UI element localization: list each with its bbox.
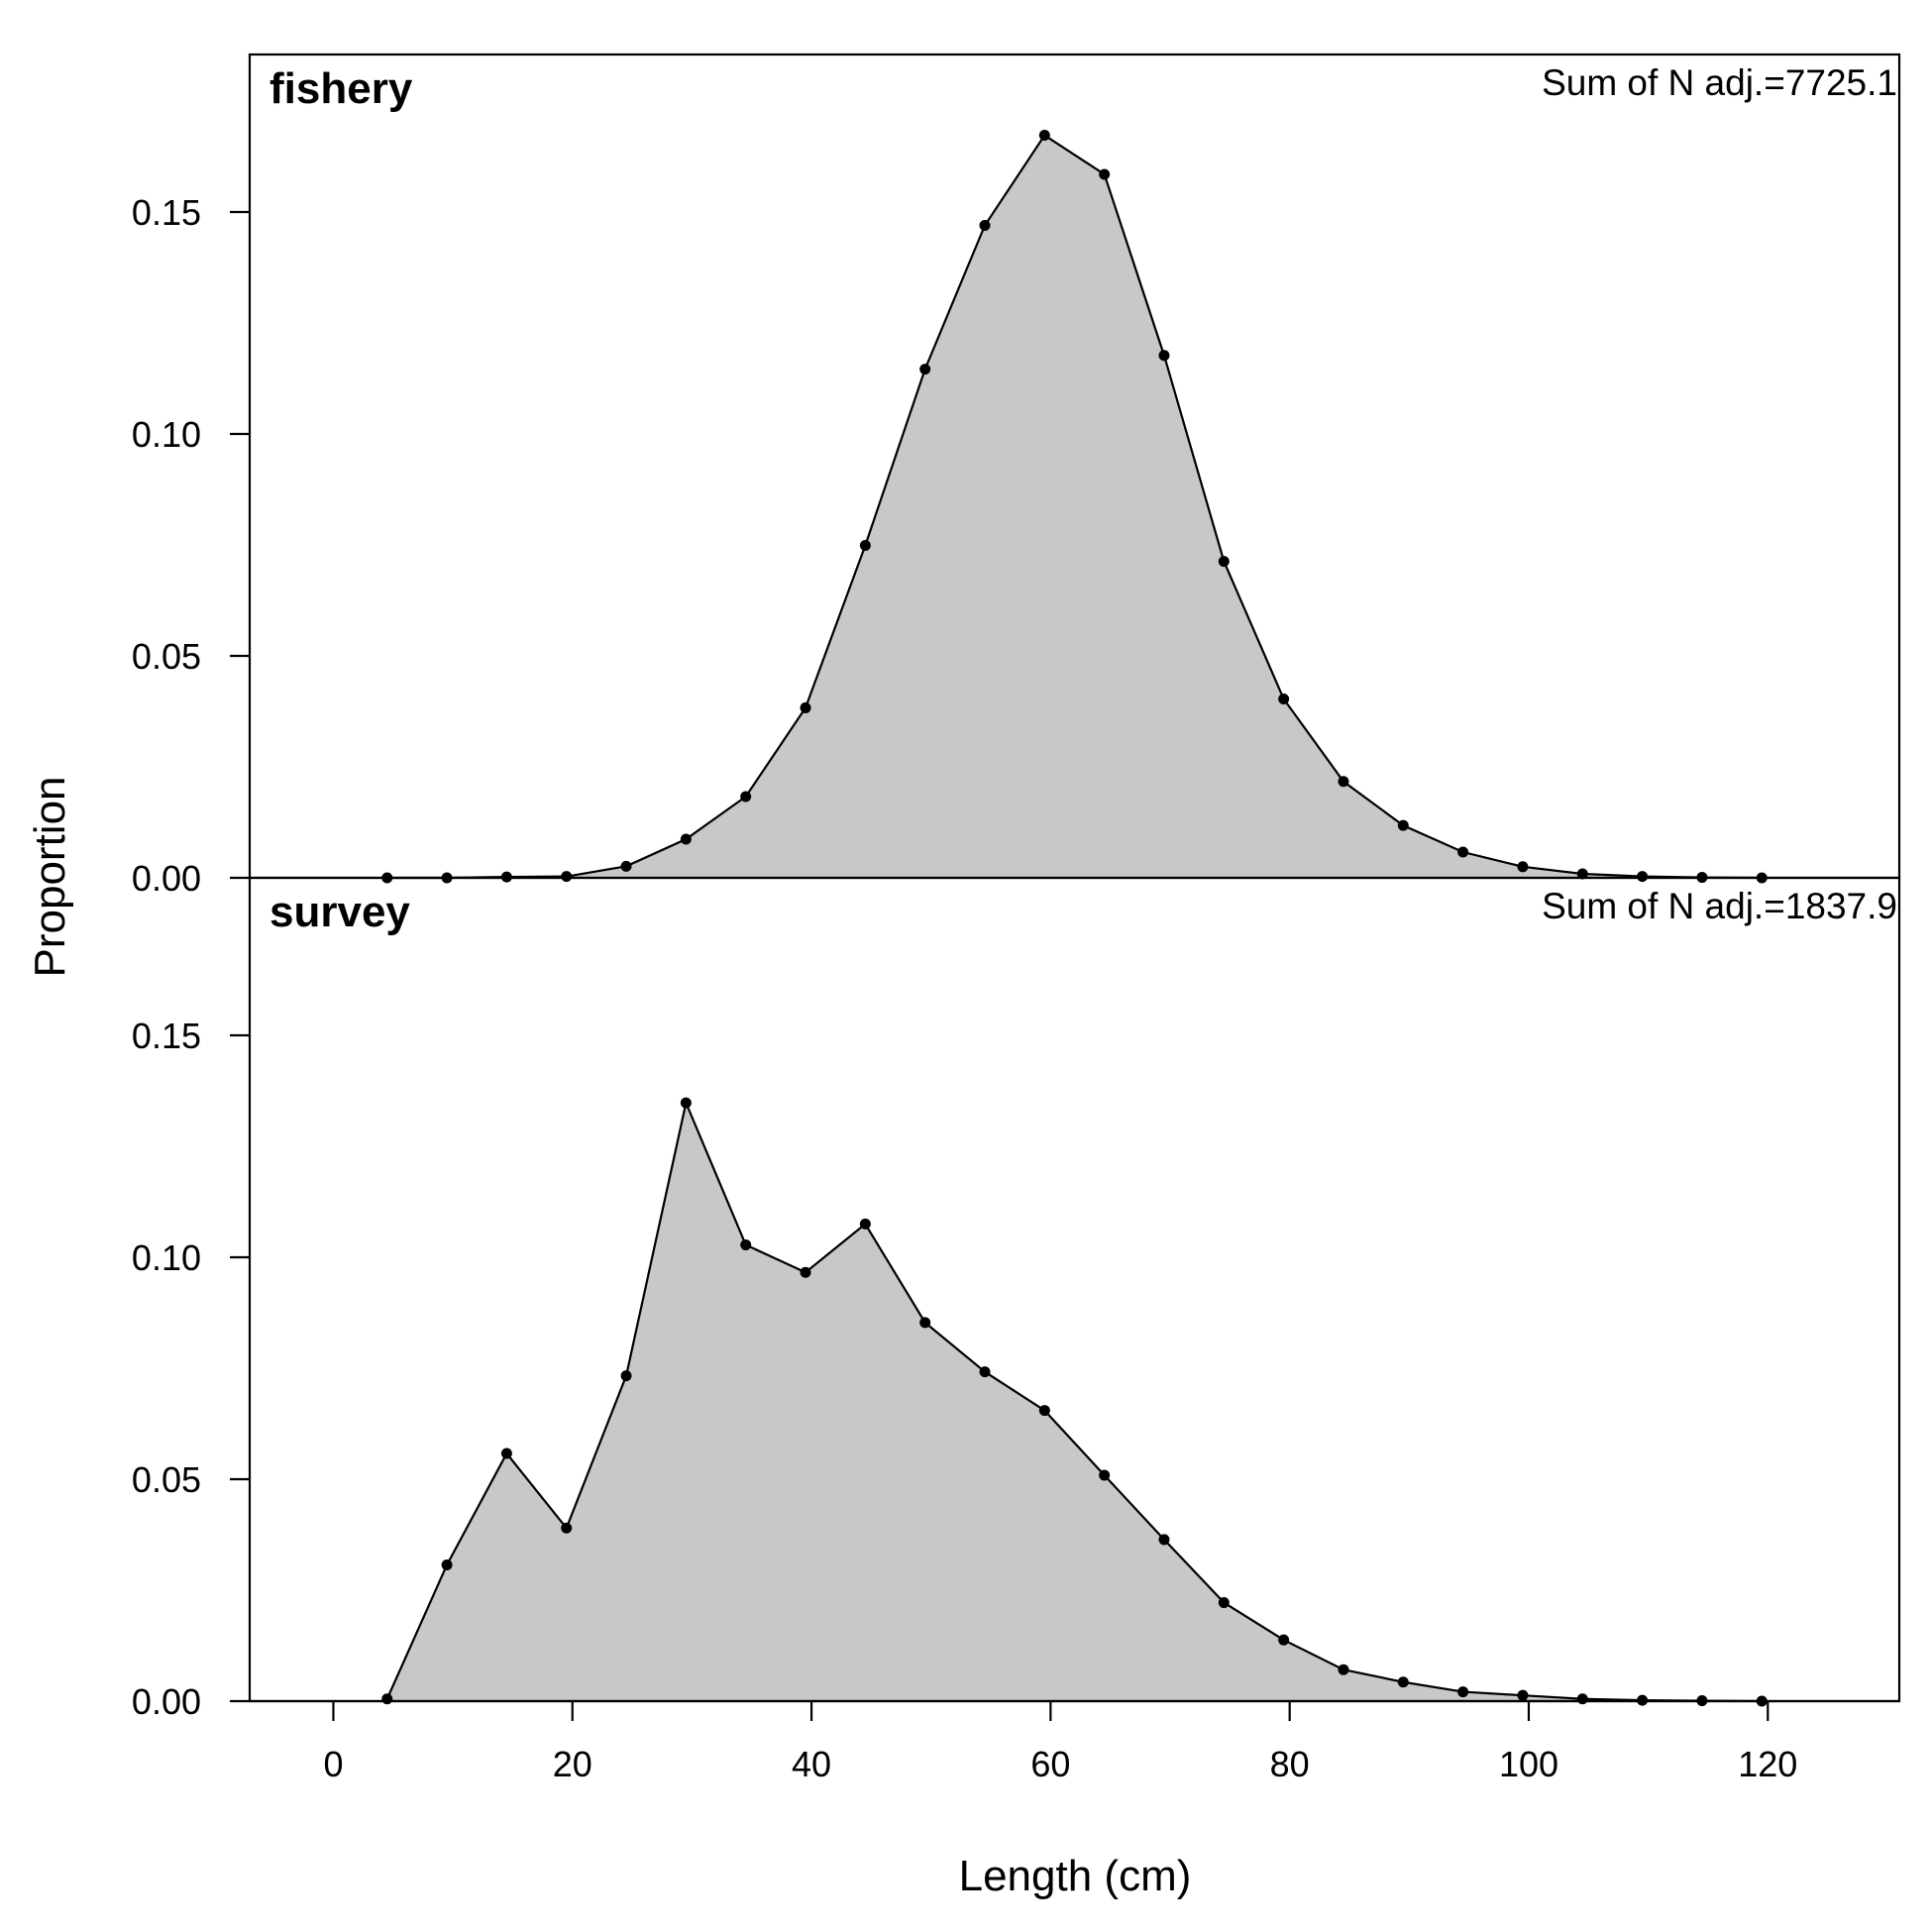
fishery-point-9 [919, 364, 931, 376]
fishery-point-3 [561, 871, 573, 883]
fishery-point-13 [1158, 350, 1170, 362]
fishery-y-tick-label-1: 0.05 [132, 636, 201, 677]
survey-point-16 [1338, 1664, 1349, 1675]
fishery-point-14 [1218, 556, 1230, 568]
x-tick-label-1: 20 [553, 1744, 592, 1784]
survey-point-10 [979, 1366, 991, 1378]
survey-point-11 [1038, 1405, 1050, 1417]
x-tick-label-0: 0 [323, 1744, 343, 1784]
survey-point-0 [381, 1693, 393, 1705]
survey-sum-label: Sum of N adj.=1837.9 [1542, 886, 1897, 926]
survey-area [386, 1103, 1899, 1701]
fishery-point-19 [1517, 861, 1529, 873]
survey-y-tick-label-3: 0.15 [132, 1016, 201, 1056]
survey-point-17 [1397, 1676, 1409, 1688]
survey-point-2 [500, 1448, 512, 1459]
fishery-y-tick-label-2: 0.10 [132, 414, 201, 455]
survey-point-20 [1576, 1693, 1588, 1705]
fishery-point-20 [1576, 868, 1588, 880]
survey-y-tick-label-2: 0.10 [132, 1237, 201, 1278]
survey-point-6 [740, 1238, 752, 1250]
survey-point-18 [1457, 1686, 1469, 1698]
survey-point-3 [561, 1522, 573, 1534]
survey-point-12 [1099, 1469, 1111, 1481]
panel-survey: survey Sum of N adj.=1837.9 0.00 0.05 0.10 0.… [132, 876, 1901, 1722]
fishery-y-tick-label-0: 0.00 [132, 858, 201, 899]
fishery-point-7 [800, 701, 811, 713]
fishery-point-5 [680, 833, 692, 845]
fishery-point-21 [1637, 871, 1649, 883]
survey-title: survey [269, 888, 410, 936]
x-tick-label-3: 60 [1030, 1744, 1070, 1784]
survey-point-4 [620, 1370, 632, 1382]
y-axis-title: Proportion [26, 776, 74, 977]
fishery-point-15 [1278, 693, 1290, 704]
fishery-y-tick-label-3: 0.15 [132, 192, 201, 233]
survey-point-7 [800, 1266, 811, 1278]
fishery-point-16 [1338, 776, 1349, 788]
fishery-point-4 [620, 860, 632, 872]
survey-point-9 [919, 1317, 931, 1329]
x-tick-label-2: 40 [792, 1744, 831, 1784]
survey-y-tick-label-1: 0.05 [132, 1459, 201, 1500]
survey-line [385, 1099, 1763, 1703]
fishery-point-11 [1038, 130, 1050, 142]
survey-point-19 [1517, 1689, 1529, 1701]
x-tick-label-5: 100 [1499, 1744, 1558, 1784]
fishery-point-12 [1099, 168, 1111, 180]
fishery-area [386, 135, 1899, 878]
x-axis-title: Length (cm) [959, 1852, 1192, 1900]
x-tick-label-6: 120 [1738, 1744, 1797, 1784]
fishery-point-10 [979, 219, 991, 231]
panel-fishery: fishery Sum of N adj.=7725.1 0.00 0.05 0.10 0… [132, 53, 1901, 899]
fishery-point-8 [859, 539, 871, 551]
fishery-point-18 [1457, 846, 1469, 858]
axes-layer: 0 20 40 60 80 100 120 [250, 1699, 1899, 1784]
survey-point-8 [859, 1218, 871, 1230]
survey-point-15 [1278, 1634, 1290, 1646]
survey-point-1 [441, 1558, 453, 1570]
fishery-title: fishery [269, 64, 413, 113]
survey-point-14 [1218, 1597, 1230, 1609]
x-tick-label-4: 80 [1270, 1744, 1310, 1784]
survey-y-tick-label-0: 0.00 [132, 1681, 201, 1722]
survey-point-5 [680, 1097, 692, 1109]
fishery-sum-label: Sum of N adj.=7725.1 [1542, 62, 1897, 103]
fishery-line [386, 134, 1763, 880]
fishery-point-17 [1397, 819, 1409, 831]
panels-layer: fishery Sum of N adj.=7725.1 0.00 0.05 0.10 0… [132, 53, 1901, 1722]
survey-point-13 [1158, 1534, 1170, 1546]
fishery-point-6 [740, 791, 752, 803]
